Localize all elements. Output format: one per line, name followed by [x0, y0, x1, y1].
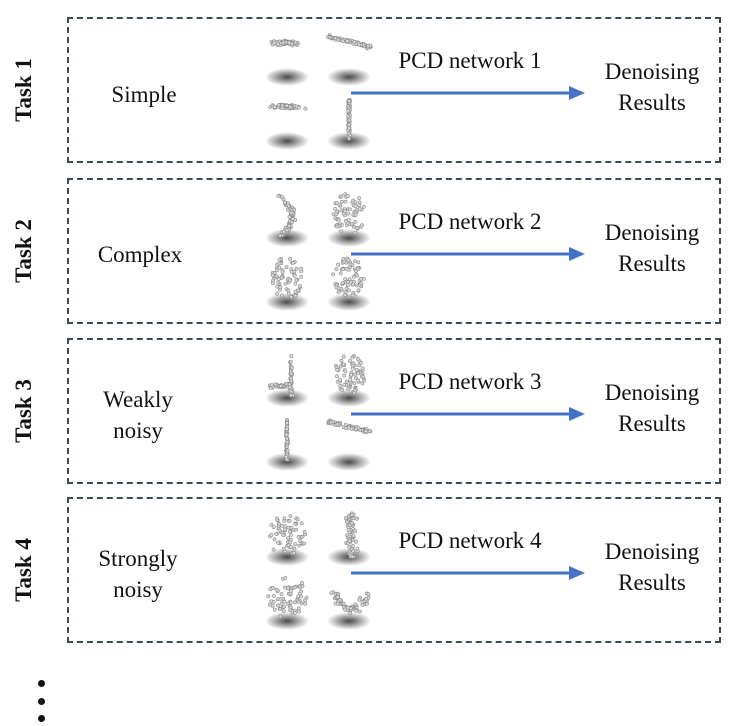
result-line: Results: [618, 411, 686, 436]
denoising-results-label: Denoising Results: [587, 377, 717, 439]
network-label: PCD network 2: [398, 209, 542, 234]
network-label: PCD network 1: [398, 48, 542, 73]
task-label: Task 1: [2, 15, 46, 165]
task-type-line: Weakly: [103, 387, 173, 412]
task-type-label: Complex: [85, 239, 195, 270]
ground-shadow: [327, 229, 371, 247]
ground-shadow: [265, 132, 309, 150]
task-type-line: noisy: [113, 418, 163, 443]
denoising-results-label: Denoising Results: [587, 536, 717, 598]
network-label: PCD network 4: [398, 528, 542, 553]
task-type-line: Simple: [111, 82, 177, 107]
result-line: Denoising: [604, 220, 700, 245]
task-type-label: Weakly noisy: [83, 384, 193, 446]
right-arrow-icon: [351, 566, 585, 580]
task-label: Task 3: [2, 336, 46, 486]
result-line: Denoising: [604, 380, 700, 405]
point-cloud-thumbnail-flat-disk-cloud: [265, 102, 309, 150]
task-label-text: Task 3: [11, 379, 37, 443]
point-cloud-thumbnail-egg-shape-cloud: [327, 354, 371, 407]
result-line: Results: [618, 251, 686, 276]
point-cloud-samples: [265, 354, 373, 471]
task-label-text: Task 2: [11, 219, 37, 283]
point-cloud-thumbnail-noisy-curved-cloud: [327, 590, 371, 630]
ground-shadow: [265, 612, 309, 630]
right-arrow-icon: [351, 86, 585, 100]
point-cloud-thumbnail-curved-figure-cloud: [265, 193, 309, 247]
point-cloud-thumbnail-noisy-blob-cloud: [265, 576, 309, 630]
result-line: Results: [618, 570, 686, 595]
task-box: Complex PCD network 2 Denoising Results: [67, 178, 721, 324]
point-cloud-thumbnail-vertical-stick-cloud: [327, 98, 371, 150]
result-line: Denoising: [604, 59, 700, 84]
network-label: PCD network 3: [398, 369, 542, 394]
task-type-label: Strongly noisy: [83, 543, 193, 605]
point-cloud-thumbnail-tilted-plate-cloud: [326, 33, 373, 86]
point-cloud-samples: [265, 192, 371, 311]
denoising-results-label: Denoising Results: [587, 217, 717, 279]
task-box: Strongly noisy PCD network 4 Denoising Resul…: [67, 497, 721, 643]
ground-shadow: [327, 453, 371, 471]
ground-shadow: [265, 548, 309, 566]
task-type-line: Strongly: [98, 546, 178, 571]
ground-shadow: [265, 68, 309, 86]
point-cloud-samples: [265, 511, 371, 630]
ground-shadow: [265, 389, 309, 407]
ground-shadow: [327, 132, 371, 150]
point-cloud-thumbnail-vertical-stick-cloud: [265, 418, 309, 471]
task-label: Task 4: [2, 495, 46, 645]
task-type-label: Simple: [89, 79, 199, 110]
point-cloud-thumbnail-flat-disk-cloud: [265, 38, 309, 86]
ground-shadow: [327, 612, 371, 630]
vertical-ellipsis-icon: [34, 680, 48, 722]
task-label-text: Task 1: [11, 58, 37, 122]
point-cloud-thumbnail-corner-shape-cloud: [265, 354, 309, 407]
result-line: Results: [618, 90, 686, 115]
result-line: Denoising: [604, 539, 700, 564]
task-label-text: Task 4: [11, 538, 37, 602]
right-arrow-icon: [351, 407, 585, 421]
point-cloud-samples: [265, 33, 373, 150]
task-box: Simple PCD network 1 Denoising Results: [67, 17, 721, 163]
ground-shadow: [265, 453, 309, 471]
task-box: Weakly noisy PCD network 3 Denoising Results: [67, 338, 721, 484]
point-cloud-thumbnail-noisy-column-cloud: [327, 511, 371, 566]
denoising-results-label: Denoising Results: [587, 56, 717, 118]
ground-shadow: [265, 293, 309, 311]
point-cloud-thumbnail-tilted-plate-cloud: [326, 418, 373, 471]
ground-shadow: [327, 293, 371, 311]
point-cloud-thumbnail-egg-shape-cloud: [265, 256, 309, 311]
task-label: Task 2: [2, 176, 46, 326]
point-cloud-thumbnail-noisy-blob-cloud: [265, 514, 309, 566]
right-arrow-icon: [351, 247, 585, 261]
point-cloud-thumbnail-egg-shape-cloud: [327, 256, 371, 311]
point-cloud-thumbnail-egg-shape-cloud: [327, 192, 371, 247]
ground-shadow: [327, 389, 371, 407]
ground-shadow: [327, 68, 371, 86]
task-type-line: noisy: [113, 577, 163, 602]
task-type-line: Complex: [97, 242, 183, 267]
ground-shadow: [265, 229, 309, 247]
